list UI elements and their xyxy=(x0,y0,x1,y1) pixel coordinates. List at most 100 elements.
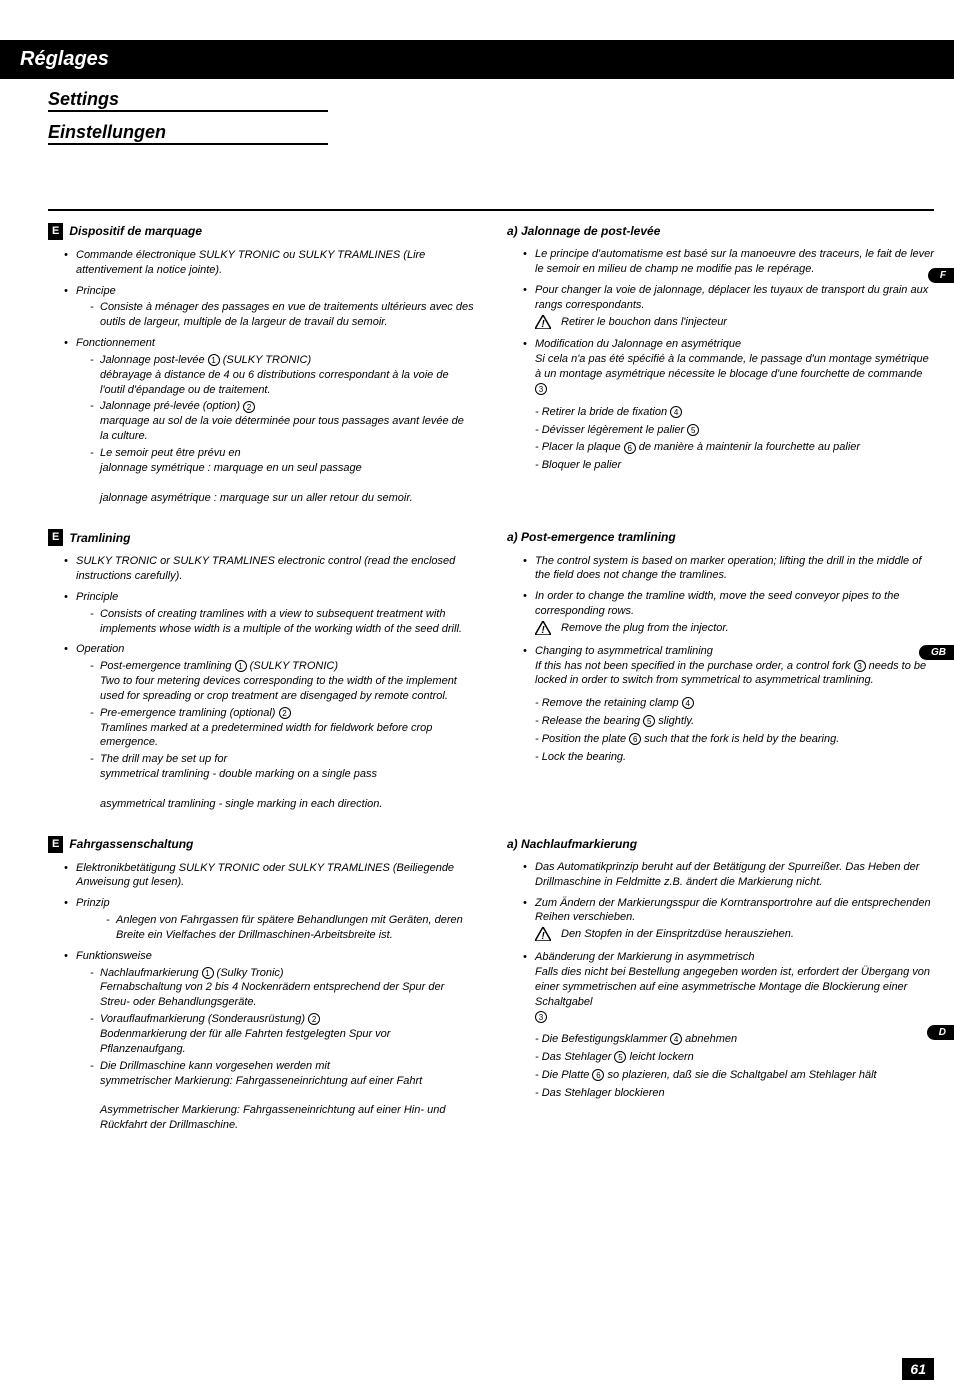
de-b3s2b: Bodenmarkierung der für alle Fahrten fes… xyxy=(100,1027,475,1057)
en-b3s2b: Tramlines marked at a predetermined widt… xyxy=(100,721,475,751)
fr-b2-sub: Consiste à ménager des passages en vue d… xyxy=(76,300,475,330)
fr-b3s1c: débrayage à distance de 4 ou 6 distribut… xyxy=(100,368,475,398)
fr-s1a: - Retirer la bride de fixation xyxy=(535,406,670,418)
de-b3s1b: (Sulky Tronic) xyxy=(214,967,284,979)
de-left-title: Fahrgassenschaltung xyxy=(69,836,193,852)
en-s1a: - Remove the retaining clamp xyxy=(535,697,682,709)
de-steps: - Die Befestigungsklammer 4 abnehmen - D… xyxy=(535,1032,934,1100)
fr-right-col: a) Jalonnage de post-levée Le principe d… xyxy=(507,223,934,511)
de-r2-text: Zum Ändern der Markierungsspur die Kornt… xyxy=(535,897,931,924)
fr-b2: Principe Consiste à ménager des passages… xyxy=(64,284,475,331)
fr-s2: - Dévisser légèrement le palier 5 xyxy=(535,423,934,438)
en-warn-row: ! Remove the plug from the injector. xyxy=(535,621,934,636)
fr-b3s2b: marquage au sol de la voie déterminée po… xyxy=(100,414,475,444)
en-steps: - Remove the retaining clamp 4 - Release… xyxy=(535,696,934,764)
en-s3b: such that the fork is held by the bearin… xyxy=(641,733,839,745)
en-b3s3: The drill may be set up for symmetrical t… xyxy=(90,752,475,811)
en-s2b: slightly. xyxy=(655,715,694,727)
fr-b3s1b: (SULKY TRONIC) xyxy=(220,354,311,366)
de-b3s1a: Nachlaufmarkierung xyxy=(100,967,202,979)
french-block: E Dispositif de marquage Commande électr… xyxy=(0,223,954,511)
circle-6-icon: 6 xyxy=(624,442,636,454)
en-r3: Changing to asymmetrical tramlining If t… xyxy=(523,644,934,765)
fr-section-marker: E Dispositif de marquage xyxy=(48,223,202,240)
de-letter-box: E xyxy=(48,836,63,853)
svg-text:!: ! xyxy=(541,319,545,329)
de-b3: Funktionsweise Nachlaufmarkierung 1 (Sul… xyxy=(64,949,475,1133)
de-s2: - Das Stehlager 5 leicht lockern xyxy=(535,1050,934,1065)
en-b3s2a: Pre-emergence tramlining (optional) xyxy=(100,707,279,719)
en-s1: - Remove the retaining clamp 4 xyxy=(535,696,934,711)
subtitle-block: Settings Einstellungen xyxy=(0,79,954,149)
circle-3-icon: 3 xyxy=(854,660,866,672)
en-b2s1: Consists of creating tramlines with a vi… xyxy=(90,607,475,637)
circle-6-icon: 6 xyxy=(592,1069,604,1081)
en-s4: - Lock the bearing. xyxy=(535,750,934,765)
de-s1b: abnehmen xyxy=(682,1033,737,1045)
en-b3: Operation Post-emergence tramlining 1 (S… xyxy=(64,642,475,811)
circle-6-icon: 6 xyxy=(629,733,641,745)
de-r1: Das Automatikprinzip beruht auf der Betä… xyxy=(523,860,934,890)
de-r3a: Falls dies nicht bei Bestellung angegebe… xyxy=(535,966,930,1008)
de-s2a: - Das Stehlager xyxy=(535,1051,614,1063)
fr-b3s3: Le semoir peut être prévu en jalonnage sy… xyxy=(90,446,475,505)
en-b3s3c: asymmetrical tramlining - single marking… xyxy=(100,797,475,812)
en-left-col: E Tramlining SULKY TRONIC or SULKY TRAML… xyxy=(48,529,475,817)
fr-b3s3b: jalonnage symétrique : marquage en un se… xyxy=(100,461,475,476)
circle-1-icon: 1 xyxy=(235,660,247,672)
fr-s1: - Retirer la bride de fixation 4 xyxy=(535,405,934,420)
page: Réglages Settings Einstellungen F GB D E… xyxy=(0,40,954,1390)
fr-b3: Fonctionnement Jalonnage post-levée 1 (S… xyxy=(64,336,475,505)
de-r2: Zum Ändern der Markierungsspur die Kornt… xyxy=(523,896,934,943)
fr-letter-box: E xyxy=(48,223,63,240)
de-b2-sub: Anlegen von Fahrgassen für spätere Behan… xyxy=(76,913,475,943)
en-b3-sub: Post-emergence tramlining 1 (SULKY TRONI… xyxy=(76,659,475,811)
circle-2-icon: 2 xyxy=(279,707,291,719)
circle-3-icon: 3 xyxy=(535,383,547,395)
de-b3s1: Nachlaufmarkierung 1 (Sulky Tronic)Ferna… xyxy=(90,966,475,1011)
de-b1: Elektronikbetätigung SULKY TRONIC oder S… xyxy=(64,861,475,891)
en-r3a1: If this has not been specified in the pu… xyxy=(535,660,854,672)
fr-b2s1: Consiste à ménager des passages en vue d… xyxy=(90,300,475,330)
fr-s4: - Bloquer le palier xyxy=(535,458,934,473)
en-b2: Principle Consists of creating tramlines… xyxy=(64,590,475,637)
de-s1: - Die Befestigungsklammer 4 abnehmen xyxy=(535,1032,934,1047)
fr-s2a: - Dévisser légèrement le palier xyxy=(535,424,687,436)
fr-steps: - Retirer la bride de fixation 4 - Dévis… xyxy=(535,405,934,473)
warning-icon: ! xyxy=(535,927,551,941)
circle-2-icon: 2 xyxy=(308,1013,320,1025)
circle-4-icon: 4 xyxy=(670,406,682,418)
en-b3s3a: The drill may be set up for xyxy=(100,753,227,765)
en-b3s2: Pre-emergence tramlining (optional) 2 Tra… xyxy=(90,706,475,751)
fr-s3a: - Placer la plaque xyxy=(535,441,624,453)
subtitle-settings: Settings xyxy=(48,89,328,112)
de-b3s3c: Asymmetrischer Markierung: Fahrgassenein… xyxy=(100,1103,475,1133)
english-block: E Tramlining SULKY TRONIC or SULKY TRAML… xyxy=(0,529,954,817)
fr-r3a: Si cela n'a pas été spécifié à la comman… xyxy=(535,353,929,380)
fr-b2-label: Principe xyxy=(76,285,116,297)
fr-r3: Modification du Jalonnage en asymétrique… xyxy=(523,337,934,473)
de-b3s1c: Fernabschaltung von 2 bis 4 Nockenrädern… xyxy=(100,980,475,1010)
fr-s3: - Placer la plaque 6 de manière à mainte… xyxy=(535,440,934,455)
de-b2s1: Anlegen von Fahrgassen für spätere Behan… xyxy=(106,913,475,943)
de-s3b: so plazieren, daß sie die Schaltgabel am… xyxy=(604,1069,876,1081)
warning-icon: ! xyxy=(535,315,551,329)
fr-b3s3a: Le semoir peut être prévu en xyxy=(100,447,241,459)
en-b2-sub: Consists of creating tramlines with a vi… xyxy=(76,607,475,637)
en-r1: The control system is based on marker op… xyxy=(523,554,934,584)
svg-text:!: ! xyxy=(541,625,545,635)
en-right-title: a) Post-emergence tramlining xyxy=(507,529,934,545)
circle-5-icon: 5 xyxy=(687,424,699,436)
svg-text:!: ! xyxy=(541,931,545,941)
en-b3s3b: symmetrical tramlining - double marking … xyxy=(100,767,475,782)
fr-r2-text: Pour changer la voie de jalonnage, dépla… xyxy=(535,284,928,311)
page-number: 61 xyxy=(902,1358,934,1380)
de-s2b: leicht lockern xyxy=(626,1051,693,1063)
fr-r1: Le principe d'automatisme est basé sur l… xyxy=(523,247,934,277)
circle-4-icon: 4 xyxy=(682,697,694,709)
circle-3-icon: 3 xyxy=(535,1011,547,1023)
fr-right-title: a) Jalonnage de post-levée xyxy=(507,223,934,239)
en-letter-box: E xyxy=(48,529,63,546)
warning-icon: ! xyxy=(535,621,551,635)
en-right-col: a) Post-emergence tramlining The control… xyxy=(507,529,934,817)
